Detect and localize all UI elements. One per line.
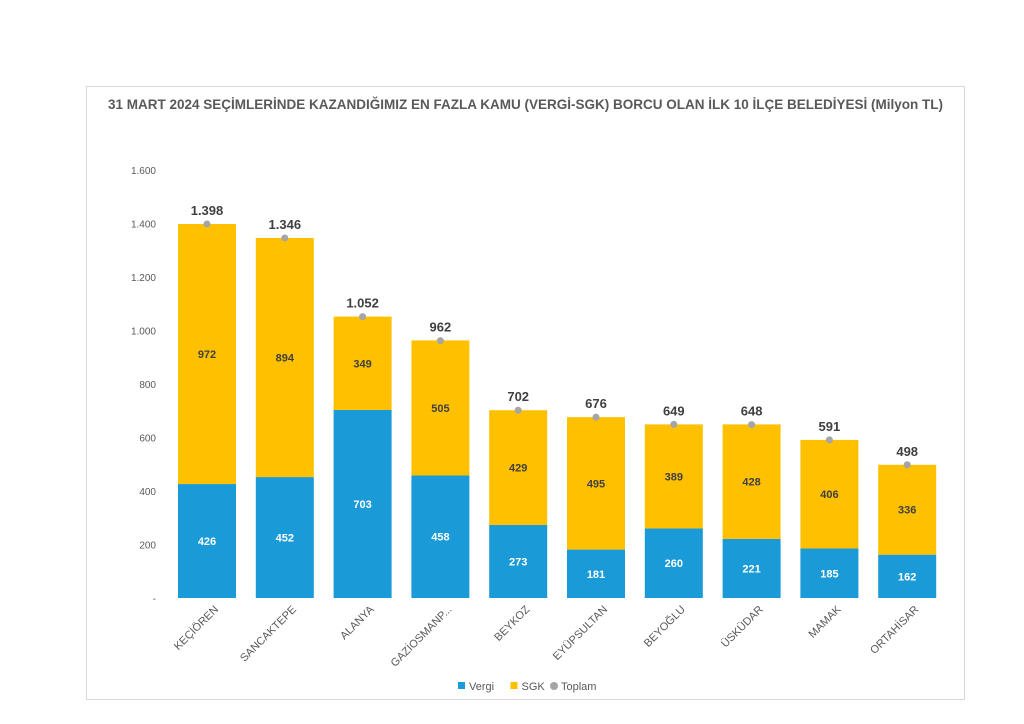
y-tick-label: 1.200 xyxy=(131,273,156,284)
bar-sgk xyxy=(800,439,859,549)
data-label-toplam: 498 xyxy=(896,444,918,459)
data-label-vergi: 703 xyxy=(353,499,371,511)
x-tick-label: ÜSKÜDAR xyxy=(719,604,766,651)
data-label-vergi: 458 xyxy=(431,532,449,544)
y-tick-label: 1.600 xyxy=(131,166,156,177)
data-label-vergi: 273 xyxy=(509,556,527,568)
point-toplam xyxy=(514,406,522,414)
point-toplam xyxy=(903,461,911,469)
y-tick-label: 1.000 xyxy=(131,327,156,338)
x-tick-label: BEYKOZ xyxy=(492,603,532,643)
data-label-sgk: 505 xyxy=(431,403,449,415)
y-tick-label: 600 xyxy=(139,434,156,445)
data-label-toplam: 649 xyxy=(663,403,685,418)
data-label-sgk: 428 xyxy=(742,477,760,489)
bar-sgk xyxy=(644,424,703,529)
bar-sgk xyxy=(878,464,937,555)
data-label-vergi: 260 xyxy=(665,558,683,570)
legend-marker-sgk xyxy=(510,682,518,689)
point-toplam xyxy=(748,421,756,429)
data-label-sgk: 972 xyxy=(198,349,216,361)
y-tick-label: 400 xyxy=(139,487,156,498)
data-label-vergi: 221 xyxy=(742,563,760,575)
bar-sgk xyxy=(411,340,470,476)
data-label-vergi: 162 xyxy=(898,571,916,583)
point-toplam xyxy=(825,436,833,444)
data-label-sgk: 336 xyxy=(898,505,916,517)
data-label-toplam: 676 xyxy=(585,396,607,411)
x-tick-label: EYÜPSULTAN xyxy=(551,604,610,663)
data-label-toplam: 648 xyxy=(741,404,763,419)
y-tick-label: 200 xyxy=(139,541,156,552)
x-tick-label: BEYOĞLU xyxy=(641,603,688,650)
legend-label-toplam: Toplam xyxy=(561,681,596,693)
bar-vergi xyxy=(255,477,314,598)
data-label-toplam: 591 xyxy=(819,419,841,434)
y-tick-label: 800 xyxy=(139,380,156,391)
data-label-vergi: 181 xyxy=(587,569,605,581)
data-label-toplam: 962 xyxy=(430,320,452,335)
data-label-toplam: 702 xyxy=(507,389,529,404)
x-tick-label: ORTAHİSAR xyxy=(867,603,921,657)
x-tick-label: KEÇİÖREN xyxy=(171,603,221,653)
x-tick-label: SANCAKTEPE xyxy=(238,604,299,665)
point-toplam xyxy=(592,413,600,421)
data-label-vergi: 452 xyxy=(276,533,294,545)
legend-marker-toplam xyxy=(550,682,558,690)
bar-vergi xyxy=(178,484,236,598)
legend-marker-vergi xyxy=(458,682,465,689)
data-label-sgk: 389 xyxy=(665,471,683,483)
point-toplam xyxy=(436,337,444,345)
point-toplam xyxy=(359,313,367,321)
bar-vergi xyxy=(878,554,937,598)
bar-vergi xyxy=(411,475,470,598)
x-tick-label: MAMAK xyxy=(807,603,844,640)
data-label-toplam: 1.346 xyxy=(269,217,302,232)
data-label-toplam: 1.052 xyxy=(346,296,379,311)
data-label-sgk: 894 xyxy=(276,353,295,365)
data-label-sgk: 349 xyxy=(353,358,371,370)
bar-sgk xyxy=(255,237,314,478)
bar-vergi xyxy=(489,524,548,598)
bar-vergi xyxy=(333,409,392,598)
point-toplam xyxy=(203,220,211,228)
bar-sgk xyxy=(178,224,236,485)
data-label-sgk: 429 xyxy=(509,463,527,475)
bar-sgk xyxy=(489,410,548,525)
chart-frame xyxy=(86,86,965,700)
point-toplam xyxy=(670,420,678,428)
y-tick-label: 1.400 xyxy=(131,220,156,231)
data-label-sgk: 406 xyxy=(820,489,838,501)
bar-sgk xyxy=(722,424,781,539)
legend-label-sgk: SGK xyxy=(522,681,546,693)
bar-vergi xyxy=(567,549,625,598)
y-tick-label: - xyxy=(153,594,156,605)
point-toplam xyxy=(281,234,289,242)
bar-sgk xyxy=(333,316,392,410)
x-tick-label: ALANYA xyxy=(338,603,377,642)
legend-label-vergi: Vergi xyxy=(469,681,494,693)
chart-title: 31 MART 2024 SEÇİMLERİNDE KAZANDIĞIMIZ E… xyxy=(107,97,944,112)
bar-vergi xyxy=(800,548,859,598)
bar-vergi xyxy=(644,528,703,598)
x-tick-label: GAZİOSMANP... xyxy=(388,603,455,670)
bar-sgk xyxy=(567,417,625,550)
data-label-toplam: 1.398 xyxy=(191,203,224,218)
bar-vergi xyxy=(722,538,781,598)
data-label-vergi: 185 xyxy=(820,568,838,580)
data-label-sgk: 495 xyxy=(587,478,605,490)
data-label-vergi: 426 xyxy=(198,536,216,548)
